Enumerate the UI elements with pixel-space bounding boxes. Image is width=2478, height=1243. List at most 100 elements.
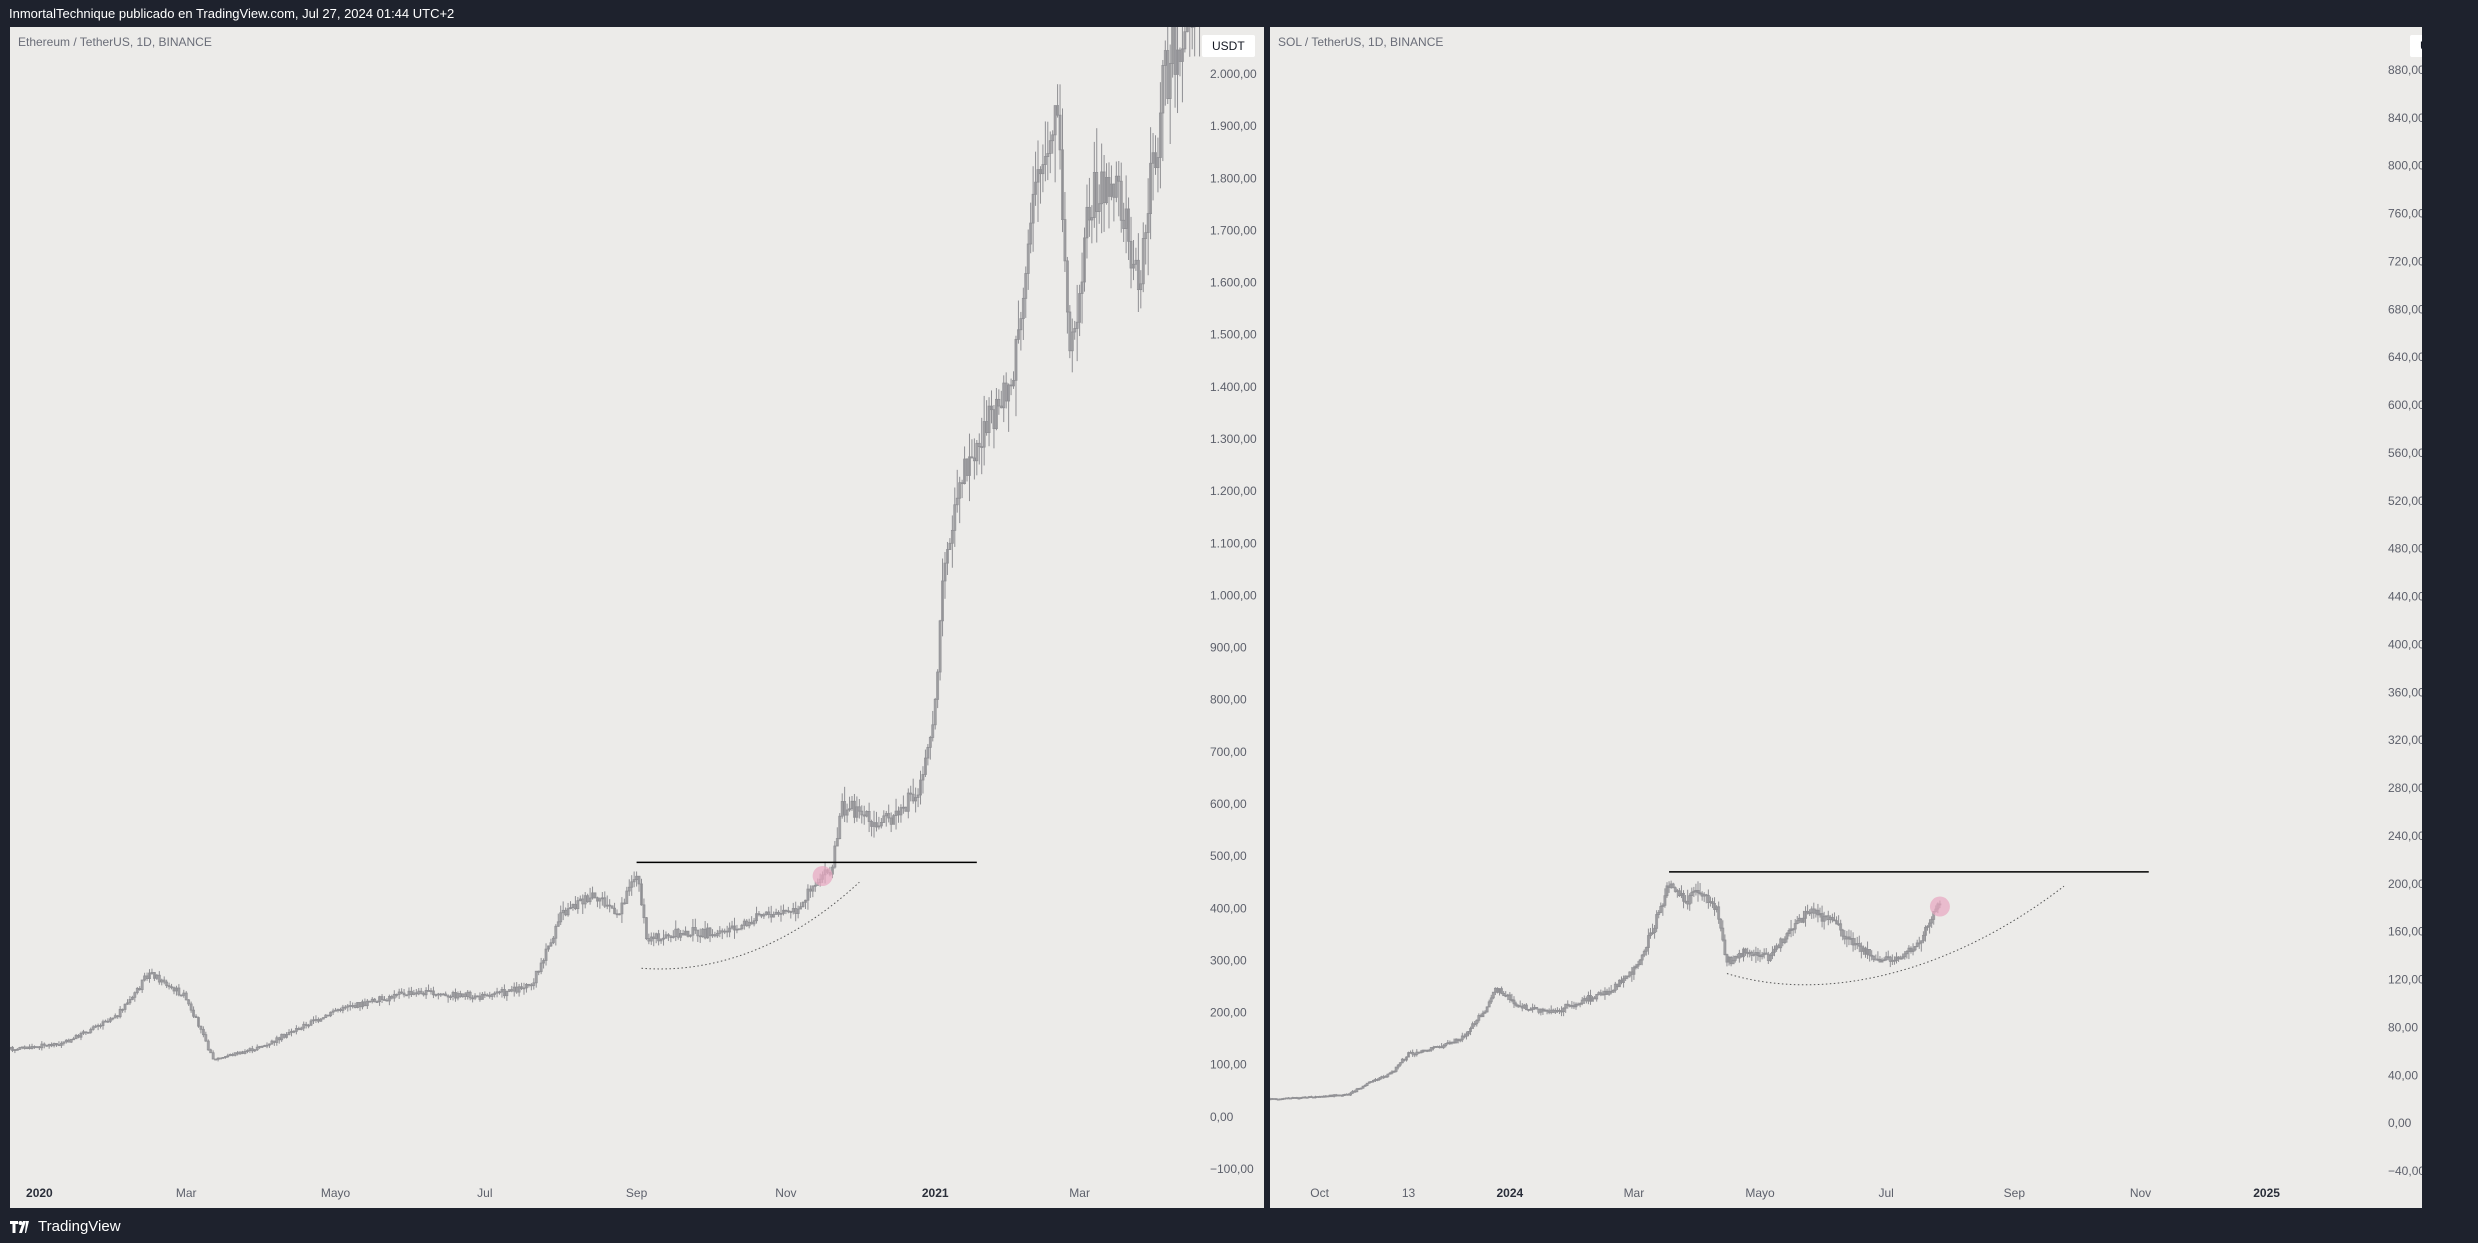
candle-body bbox=[490, 993, 494, 997]
candle-body bbox=[412, 992, 416, 995]
candle-body bbox=[515, 986, 519, 993]
y-tick-label: 280,00 bbox=[2388, 781, 2422, 795]
candle-body bbox=[1444, 1043, 1448, 1047]
candle-body bbox=[693, 927, 697, 931]
candle-body bbox=[569, 907, 572, 910]
candle-body bbox=[669, 935, 673, 938]
sol-chart[interactable]: 880,00 840,00 800,00 760,00 720,00 680,00 640,… bbox=[1270, 27, 2422, 1208]
candle-body bbox=[728, 927, 732, 933]
candle-body bbox=[392, 993, 396, 999]
candle-body bbox=[160, 979, 164, 983]
candle-body bbox=[1151, 152, 1155, 164]
candle-body bbox=[887, 813, 891, 819]
candle-body bbox=[926, 747, 930, 759]
candle-body bbox=[1144, 232, 1148, 239]
x-tick-label: Mar bbox=[1069, 1186, 1090, 1200]
candle-body bbox=[414, 992, 418, 995]
candle-body bbox=[845, 809, 849, 816]
candle-body bbox=[757, 913, 761, 916]
candle-body bbox=[1682, 892, 1685, 902]
candle-body bbox=[1731, 960, 1735, 965]
candle-body bbox=[1110, 183, 1113, 197]
x-tick-label: 2021 bbox=[922, 1186, 949, 1200]
candle-body bbox=[1053, 105, 1057, 136]
candle-body bbox=[985, 421, 989, 434]
candle-body bbox=[1024, 273, 1028, 299]
candle-body bbox=[588, 897, 592, 903]
candle-body bbox=[762, 914, 766, 917]
candle-body bbox=[1365, 1082, 1369, 1086]
candle-body bbox=[1663, 895, 1667, 906]
candle-body bbox=[1146, 213, 1150, 234]
candle-body bbox=[304, 1023, 308, 1026]
candle-body bbox=[1888, 956, 1892, 962]
brand[interactable]: TradingView bbox=[10, 1211, 121, 1243]
candle-body bbox=[1173, 27, 1177, 75]
candle-body bbox=[1168, 63, 1172, 99]
tradingview-logo-icon bbox=[10, 1221, 29, 1233]
candle-body bbox=[255, 1046, 259, 1051]
candle-body bbox=[875, 822, 878, 828]
candle-body bbox=[649, 936, 653, 942]
candle-body bbox=[987, 405, 991, 434]
candle-body bbox=[106, 1020, 110, 1023]
candle-body bbox=[1564, 1003, 1568, 1009]
candle-body bbox=[1924, 927, 1927, 936]
candle-body bbox=[708, 927, 712, 937]
candle-body bbox=[1185, 27, 1189, 33]
candle-body bbox=[857, 806, 861, 812]
candle-body bbox=[1804, 910, 1807, 919]
candle-body bbox=[1646, 935, 1650, 948]
candle-body bbox=[737, 928, 741, 931]
candle-body bbox=[1117, 175, 1121, 182]
candle-body bbox=[715, 932, 719, 937]
candle-body bbox=[1913, 946, 1917, 951]
y-tick-label: 80,00 bbox=[2388, 1020, 2418, 1034]
currency-button[interactable]: USDT bbox=[2410, 35, 2422, 57]
candle-body bbox=[243, 1051, 247, 1054]
candle-body bbox=[799, 906, 802, 910]
candle-body bbox=[1427, 1049, 1431, 1052]
candle-body bbox=[676, 928, 680, 938]
ethereum-chart[interactable]: 2.000,00 1.900,00 1.800,00 1.700,00 1.600,00… bbox=[10, 27, 1264, 1208]
candle-body bbox=[25, 1046, 29, 1050]
candle-body bbox=[1396, 1064, 1400, 1068]
candle-body bbox=[1744, 948, 1747, 954]
candle-body bbox=[615, 913, 619, 916]
candle-body bbox=[1156, 157, 1160, 169]
candle-body bbox=[1578, 1003, 1582, 1005]
candle-body bbox=[454, 992, 457, 999]
chart-panel-ethereum[interactable]: 2.000,00 1.900,00 1.800,00 1.700,00 1.600,00… bbox=[10, 27, 1264, 1208]
candle-body bbox=[126, 1002, 129, 1005]
candle-body bbox=[446, 995, 450, 998]
candle-body bbox=[674, 928, 678, 938]
candle-body bbox=[201, 1028, 205, 1036]
candle-body bbox=[1636, 964, 1640, 967]
candle-body bbox=[67, 1039, 71, 1043]
candle-body bbox=[1102, 171, 1106, 204]
candle-body bbox=[1919, 940, 1923, 944]
y-tick-label: 1.600,00 bbox=[1210, 276, 1257, 290]
candle-body bbox=[909, 792, 913, 795]
candle-body bbox=[60, 1042, 63, 1046]
candle-body bbox=[72, 1038, 76, 1041]
y-tick-label: 200,00 bbox=[1210, 1006, 1247, 1020]
candle-body bbox=[933, 698, 937, 726]
candle-body bbox=[591, 892, 594, 899]
candle-body bbox=[483, 993, 487, 996]
candle-body bbox=[55, 1043, 58, 1046]
candle-body bbox=[236, 1052, 240, 1055]
candle-body bbox=[238, 1051, 242, 1055]
candle-body bbox=[10, 1046, 12, 1050]
candle-body bbox=[478, 995, 482, 1000]
candle-body bbox=[1129, 240, 1133, 269]
chart-panel-sol[interactable]: 880,00 840,00 800,00 760,00 720,00 680,00 640,… bbox=[1270, 27, 2422, 1208]
currency-button[interactable]: USDT bbox=[1202, 35, 1255, 57]
candle-body bbox=[671, 936, 675, 939]
y-tick-label: 640,00 bbox=[2388, 350, 2422, 364]
candle-body bbox=[246, 1050, 249, 1053]
candle-body bbox=[214, 1058, 218, 1061]
candle-body bbox=[436, 993, 440, 996]
candle-body bbox=[1431, 1047, 1435, 1049]
candle-body bbox=[1760, 954, 1764, 958]
